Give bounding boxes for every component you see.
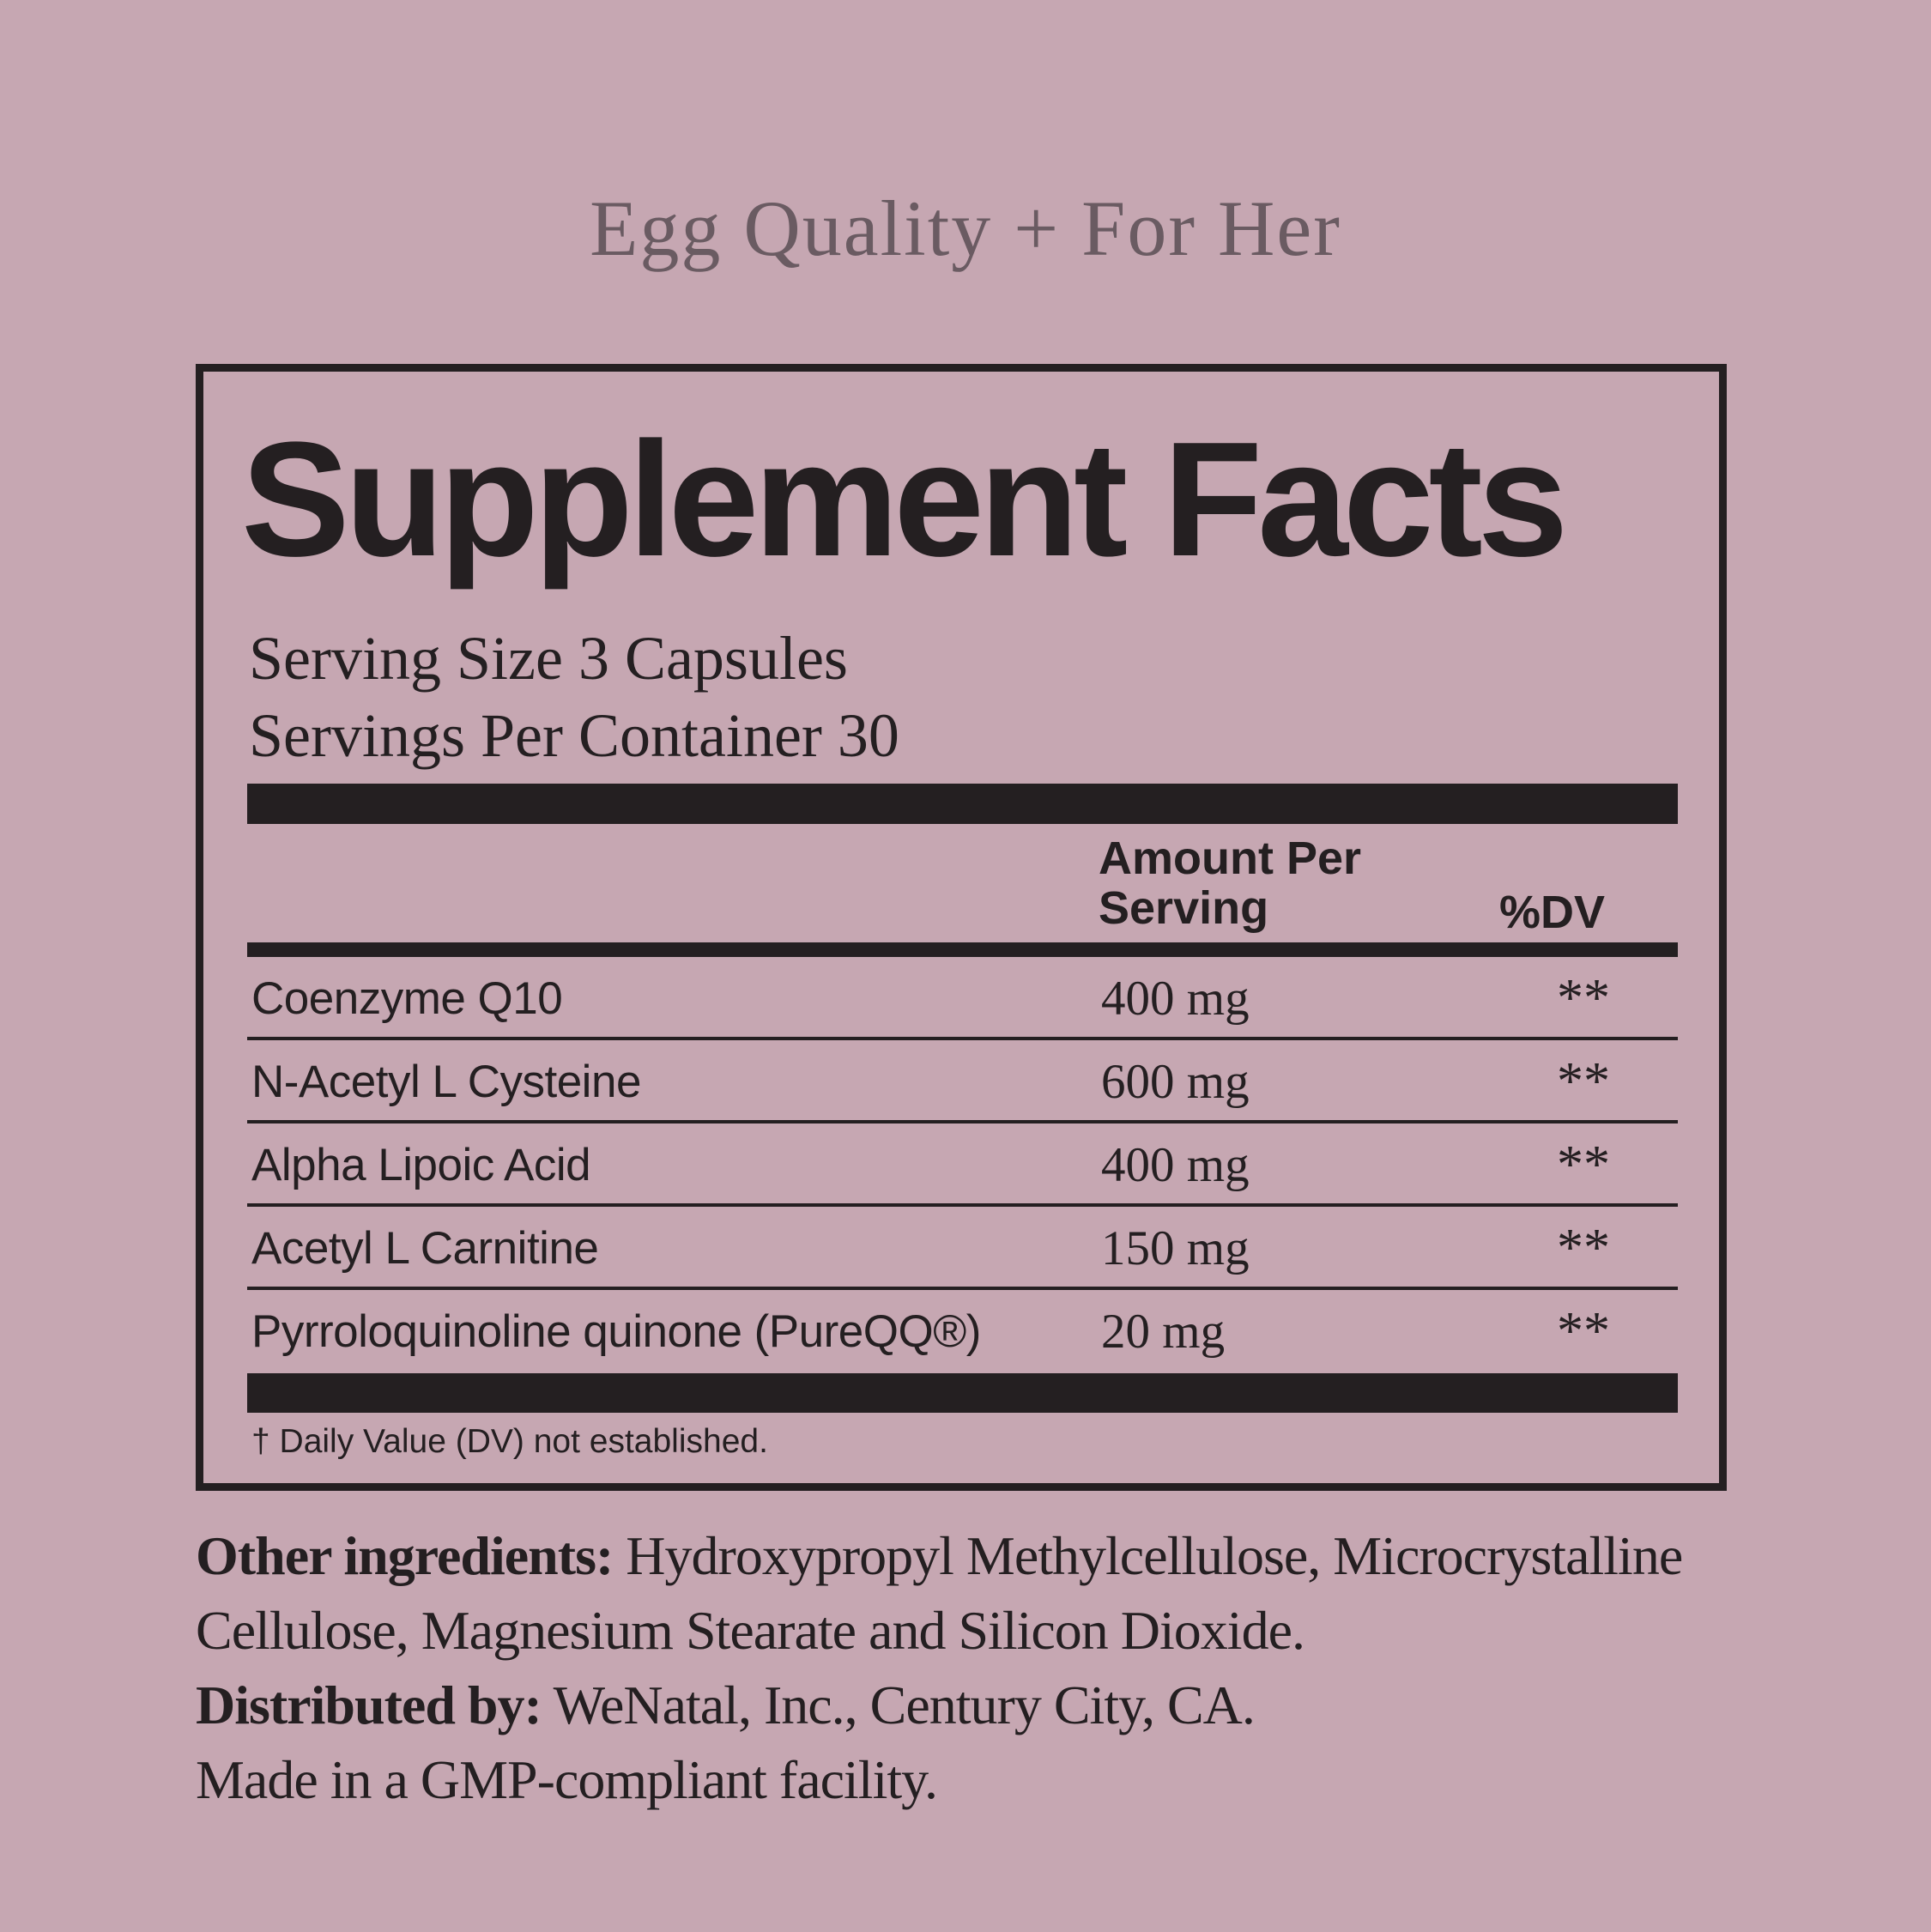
ingredient-amount: 400 mg bbox=[1101, 1138, 1250, 1192]
column-header-amount-per-serving: Amount Per Serving bbox=[1099, 833, 1362, 934]
serving-info: Serving Size 3 Capsules Servings Per Con… bbox=[249, 620, 899, 774]
ingredient-dv: ** bbox=[1557, 1219, 1610, 1277]
divider-bar-bottom bbox=[247, 1373, 1678, 1413]
divider-bar-top bbox=[247, 784, 1678, 824]
product-title: Egg Quality + For Her bbox=[590, 185, 1341, 272]
ingredient-dv: ** bbox=[1557, 1136, 1610, 1194]
servings-per-container-text: Servings Per Container 30 bbox=[249, 701, 899, 770]
ingredient-amount: 400 mg bbox=[1101, 972, 1250, 1026]
ingredient-amount: 20 mg bbox=[1101, 1305, 1226, 1359]
footer-line-text: Made in a GMP-compliant facility. bbox=[196, 1749, 938, 1810]
ingredient-name: Pyrroloquinoline quinone (PureQQ®) bbox=[251, 1306, 981, 1357]
ingredient-amount: 600 mg bbox=[1101, 1055, 1250, 1109]
footer-line-text: Hydroxypropyl Methylcellulose, Microcrys… bbox=[613, 1525, 1683, 1586]
dv-footnote: † Daily Value (DV) not established. bbox=[251, 1423, 768, 1460]
ingredient-dv: ** bbox=[1557, 1302, 1610, 1360]
footer-line: Cellulose, Magnesium Stearate and Silico… bbox=[196, 1593, 1792, 1668]
footer-line-lead: Distributed by: bbox=[196, 1675, 542, 1735]
ingredient-name: Acetyl L Carnitine bbox=[251, 1223, 599, 1274]
header-rule bbox=[247, 942, 1678, 957]
footer-line: Distributed by: WeNatal, Inc., Century C… bbox=[196, 1668, 1792, 1742]
footer-line: Made in a GMP-compliant facility. bbox=[196, 1742, 1792, 1817]
footer-line-text: WeNatal, Inc., Century City, CA. bbox=[541, 1675, 1256, 1735]
ingredient-amount: 150 mg bbox=[1101, 1221, 1250, 1275]
footer-line-text: Cellulose, Magnesium Stearate and Silico… bbox=[196, 1600, 1305, 1661]
ingredient-name: Alpha Lipoic Acid bbox=[251, 1140, 591, 1190]
ingredient-table: Coenzyme Q10 400 mg ** N-Acetyl L Cystei… bbox=[247, 957, 1678, 1373]
table-row: Alpha Lipoic Acid 400 mg ** bbox=[247, 1123, 1678, 1207]
table-row: N-Acetyl L Cysteine 600 mg ** bbox=[247, 1040, 1678, 1123]
column-header-percent-dv: %DV bbox=[1499, 887, 1606, 938]
supplement-facts-panel: Supplement Facts Serving Size 3 Capsules… bbox=[196, 364, 1727, 1491]
ingredient-name: N-Acetyl L Cysteine bbox=[251, 1057, 641, 1107]
table-row: Pyrroloquinoline quinone (PureQQ®) 20 mg… bbox=[247, 1290, 1678, 1373]
ingredient-name: Coenzyme Q10 bbox=[251, 973, 563, 1024]
serving-size-text: Serving Size 3 Capsules bbox=[249, 624, 848, 693]
ingredient-dv: ** bbox=[1557, 1052, 1610, 1111]
footer-line-lead: Other ingredients: bbox=[196, 1525, 614, 1586]
facts-heading: Supplement Facts bbox=[241, 409, 1568, 591]
table-row: Acetyl L Carnitine 150 mg ** bbox=[247, 1207, 1678, 1290]
footer-line: Other ingredients: Hydroxypropyl Methylc… bbox=[196, 1518, 1792, 1593]
table-row: Coenzyme Q10 400 mg ** bbox=[247, 957, 1678, 1040]
footer-text-block: Other ingredients: Hydroxypropyl Methylc… bbox=[196, 1518, 1792, 1817]
ingredient-dv: ** bbox=[1557, 969, 1610, 1027]
